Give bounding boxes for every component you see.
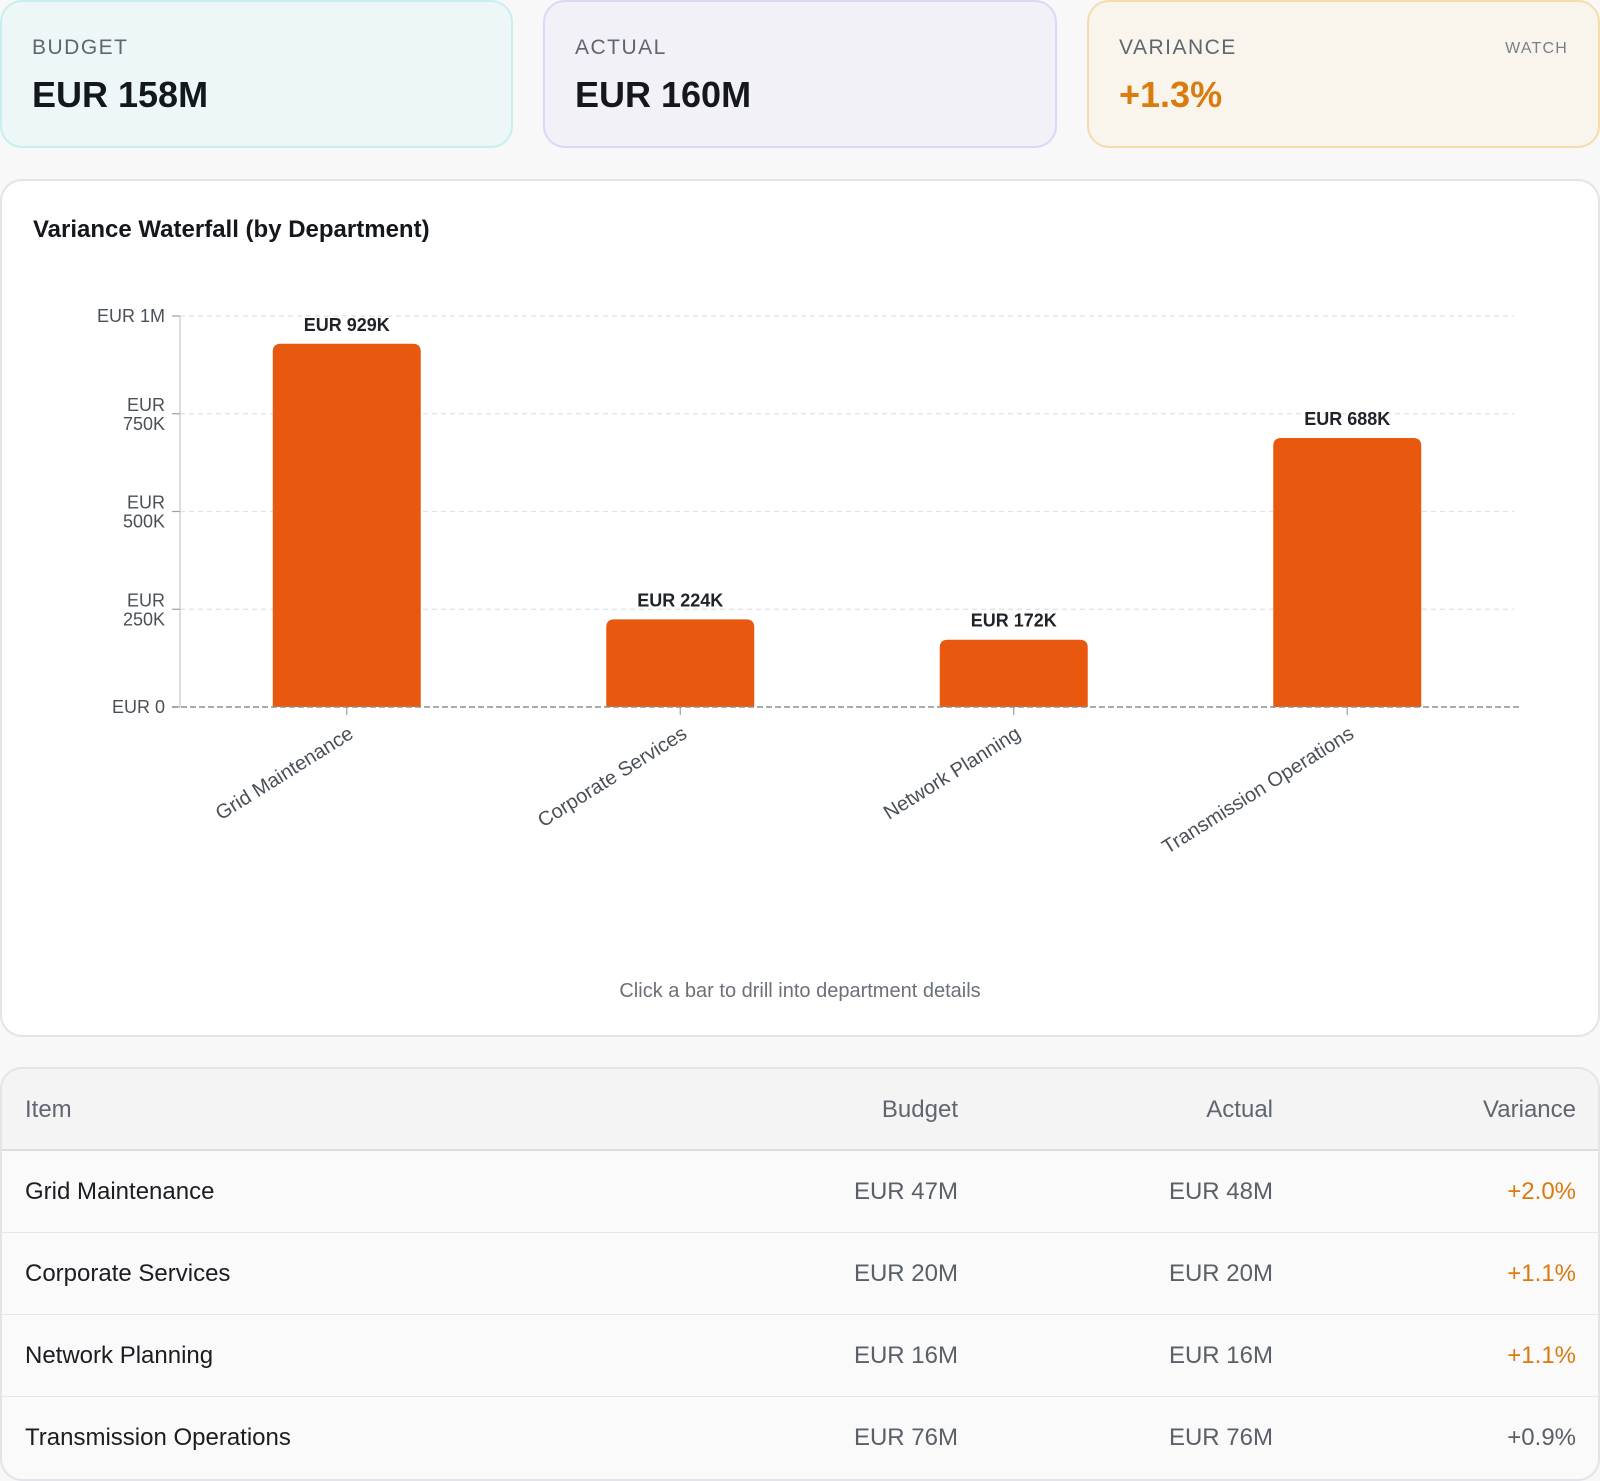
row-variance-cell: +1.1% — [1507, 1260, 1576, 1287]
variance-waterfall-chart: EUR 0 EUR 250K EUR 500K EUR 750K EUR 1M EUR 929K… — [97, 306, 1519, 859]
variance-table: Item Budget Actual Variance Grid Mainten… — [0, 1067, 1600, 1481]
x-category-label: Grid Maintenance — [212, 723, 358, 825]
y-tick-label: EUR 250K — [123, 590, 165, 629]
variance-waterfall-card: Variance Waterfall (by Department) EUR 0… — [0, 179, 1600, 1037]
y-tick-label: EUR 750K — [123, 395, 165, 434]
bar-transmission-operations[interactable] — [1273, 437, 1422, 707]
row-actual-cell: EUR 48M — [1168, 1178, 1273, 1205]
bar-value-label: EUR 224K — [637, 590, 723, 610]
x-category-label: Network Planning — [880, 723, 1025, 825]
x-category-label: Corporate Services — [534, 723, 691, 832]
row-actual-cell: EUR 16M — [1168, 1342, 1273, 1369]
budget-kpi-card: BUDGET EUR 158M — [0, 0, 513, 148]
row-variance-cell: +0.9% — [1507, 1424, 1576, 1451]
y-tick-label: EUR 500K — [123, 493, 165, 532]
variance-kpi-value: +1.3% — [1119, 74, 1223, 115]
y-tick-label: EUR 0 — [112, 697, 165, 717]
column-header-budget[interactable]: Budget — [881, 1096, 958, 1123]
row-variance-cell: +2.0% — [1507, 1178, 1576, 1205]
row-item-cell: Network Planning — [25, 1342, 214, 1369]
table-row[interactable]: Corporate Services EUR 20M EUR 20M +1.1% — [2, 1233, 1598, 1315]
row-budget-cell: EUR 76M — [853, 1424, 958, 1451]
row-actual-cell: EUR 20M — [1168, 1260, 1273, 1287]
bar-corporate-services[interactable] — [606, 619, 755, 707]
bar-network-planning[interactable] — [939, 639, 1088, 707]
row-budget-cell: EUR 20M — [853, 1260, 958, 1287]
row-budget-cell: EUR 16M — [853, 1342, 958, 1369]
row-variance-cell: +1.1% — [1507, 1342, 1576, 1369]
y-tick-label: EUR 1M — [97, 306, 165, 326]
column-header-item[interactable]: Item — [25, 1096, 72, 1123]
bar-value-label: EUR 929K — [304, 315, 390, 335]
x-category-label: Transmission Operations — [1158, 723, 1358, 859]
table-row[interactable]: Transmission Operations EUR 76M EUR 76M +0.… — [2, 1397, 1598, 1479]
table-header-row: Item Budget Actual Variance — [2, 1069, 1598, 1151]
actual-kpi-label: ACTUAL — [575, 36, 667, 59]
budget-kpi-value: EUR 158M — [32, 74, 209, 115]
chart-title: Variance Waterfall (by Department) — [33, 216, 430, 243]
row-item-cell: Grid Maintenance — [25, 1178, 215, 1205]
variance-kpi-card: VARIANCE WATCH +1.3% — [1087, 0, 1600, 148]
budget-kpi-label: BUDGET — [32, 36, 129, 59]
bar-value-label: EUR 688K — [1304, 409, 1390, 429]
chart-hint: Click a bar to drill into department det… — [619, 980, 981, 1002]
table-row[interactable]: Network Planning EUR 16M EUR 16M +1.1% — [2, 1315, 1598, 1397]
column-header-actual[interactable]: Actual — [1206, 1096, 1273, 1123]
variance-status-badge: WATCH — [1505, 40, 1568, 57]
row-actual-cell: EUR 76M — [1168, 1424, 1273, 1451]
variance-kpi-label: VARIANCE — [1119, 36, 1237, 59]
table-row[interactable]: Grid Maintenance EUR 47M EUR 48M +2.0% — [2, 1151, 1598, 1233]
row-item-cell: Transmission Operations — [25, 1424, 291, 1451]
bar-grid-maintenance[interactable] — [272, 343, 421, 707]
actual-kpi-card: ACTUAL EUR 160M — [543, 0, 1057, 148]
row-budget-cell: EUR 47M — [853, 1178, 958, 1205]
row-item-cell: Corporate Services — [25, 1260, 231, 1287]
actual-kpi-value: EUR 160M — [575, 74, 752, 115]
column-header-variance[interactable]: Variance — [1483, 1096, 1576, 1123]
bar-value-label: EUR 172K — [971, 611, 1057, 631]
